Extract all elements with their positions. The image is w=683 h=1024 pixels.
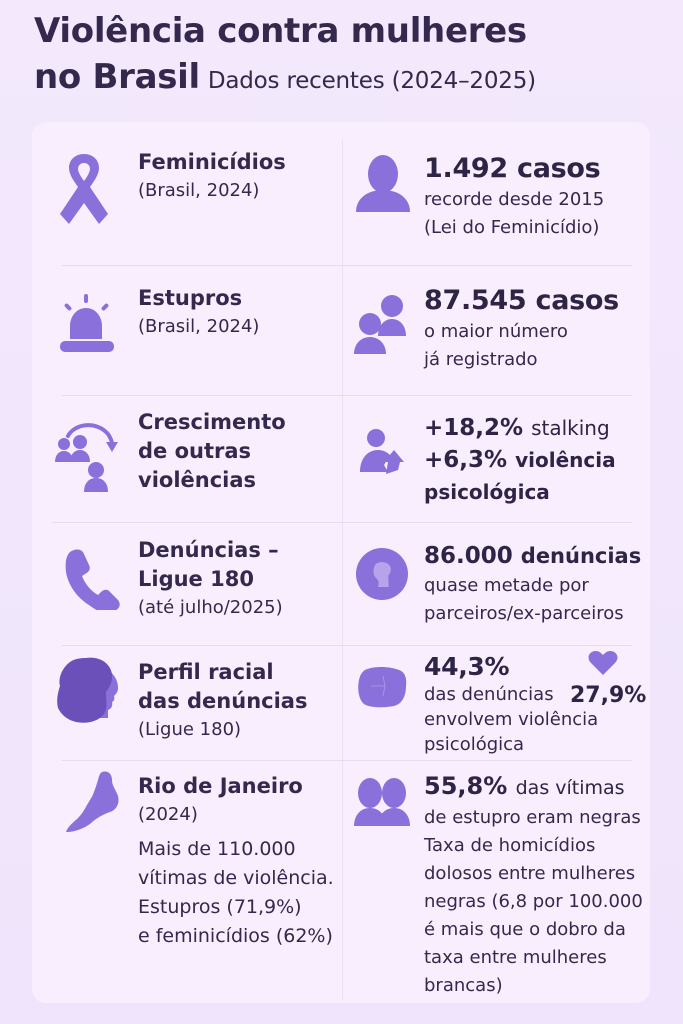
psych-percent-value: 44,3% xyxy=(424,652,510,681)
denuncias-note-2: parceiros/ex-parceiros xyxy=(424,603,624,624)
rio-label: Rio de Janeiro xyxy=(138,774,303,798)
row-divider xyxy=(62,395,632,396)
stalking-value: +18,2% xyxy=(424,415,524,441)
denuncias-note-1: quase metade por xyxy=(424,575,589,596)
perfil-racial-label-1: Perfil racial xyxy=(138,660,274,684)
homicide-body-3: negras (6,8 por 100.000 xyxy=(424,891,643,912)
crescimento-label-3: violências xyxy=(138,468,257,492)
homicide-body-1: Taxa de homicídios xyxy=(424,835,596,856)
psych-violence-value: +6,3% xyxy=(424,447,508,473)
person-up-arrow-icon xyxy=(358,428,408,478)
homicide-body-4: é mais que o dobro da xyxy=(424,919,626,940)
homicide-body-5: taxa entre mulheres xyxy=(424,947,607,968)
siren-icon xyxy=(58,294,116,354)
feminicidios-note-2: (Lei do Feminicídio) xyxy=(424,217,600,238)
row-divider xyxy=(62,760,632,761)
rio-sub: (2024) xyxy=(138,804,198,825)
heart-icon xyxy=(588,650,618,676)
denuncias-value: 86.000 xyxy=(424,543,513,569)
page-title: Violência contra mulheres no Brasil Dados… xyxy=(34,8,536,104)
perfil-racial-label-2: das denúncias xyxy=(138,689,308,713)
feminicidios-note-1: recorde desde 2015 xyxy=(424,189,605,210)
rio-body-1: Mais de 110.000 xyxy=(138,838,296,860)
crescimento-label-2: de outras xyxy=(138,439,252,463)
estupros-value: 87.545 casos xyxy=(424,285,619,316)
two-women-icon xyxy=(352,776,412,828)
person-icon xyxy=(354,154,412,214)
psych-violence-label: violência xyxy=(515,448,616,472)
psych-percent-note-1: das denúncias xyxy=(424,684,554,705)
row-divider xyxy=(62,645,632,646)
feminicidios-label: Feminicídios xyxy=(138,150,286,174)
head-profile-circle-icon xyxy=(355,547,409,601)
denuncias-value-label: denúncias xyxy=(520,544,642,568)
rio-map-icon xyxy=(64,770,124,834)
page-subtitle: Dados recentes (2024–2025) xyxy=(207,68,536,94)
side-percent-value: 27,9% xyxy=(570,683,647,708)
woman-silhouette-icon xyxy=(56,656,126,728)
homicide-body-2: dolosos entre mulheres xyxy=(424,863,636,884)
title-line-1: Violência contra mulheres xyxy=(34,11,527,51)
stalking-label: stalking xyxy=(531,416,610,440)
crescimento-label-1: Crescimento xyxy=(138,410,286,434)
estupros-label: Estupros xyxy=(138,286,243,310)
perfil-racial-sub: (Ligue 180) xyxy=(138,719,242,740)
psych-percent-note-2: envolvem violência xyxy=(424,709,599,730)
estupros-note-2: já registrado xyxy=(424,349,538,370)
negras-value: 55,8% xyxy=(424,772,508,800)
feminicidios-sub: (Brasil, 2024) xyxy=(138,180,260,201)
psych-percent-note-3: psicológica xyxy=(424,734,525,755)
stats-card: Feminicídios (Brasil, 2024) 1.492 casos … xyxy=(32,122,650,1003)
group-arrow-icon xyxy=(54,418,120,494)
rio-body-3: Estupros (71,9%) xyxy=(138,896,302,918)
cracked-shape-icon xyxy=(357,666,407,708)
two-people-icon xyxy=(352,292,410,356)
phone-icon xyxy=(64,548,120,610)
homicide-body-6: brancas) xyxy=(424,975,503,996)
denuncias-label-2: Ligue 180 xyxy=(138,567,254,591)
denuncias-label-1: Denúncias – xyxy=(138,538,279,562)
rio-body-4: e feminicídios (62%) xyxy=(138,925,333,947)
ribbon-icon xyxy=(58,152,110,226)
negras-note-1: de estupro eram negras xyxy=(424,807,641,828)
row-divider xyxy=(62,265,632,266)
feminicidios-value: 1.492 casos xyxy=(424,153,601,184)
title-line-2: no Brasil xyxy=(34,57,200,97)
denuncias-sub: (até julho/2025) xyxy=(138,597,283,618)
row-divider xyxy=(52,522,632,523)
rio-body-2: vítimas de violência. xyxy=(138,867,334,889)
negras-value-label: das vítimas xyxy=(515,777,625,799)
psych-violence-label-2: psicológica xyxy=(424,480,550,504)
estupros-note-1: o maior número xyxy=(424,321,568,342)
column-divider xyxy=(342,140,343,1000)
estupros-sub: (Brasil, 2024) xyxy=(138,316,260,337)
